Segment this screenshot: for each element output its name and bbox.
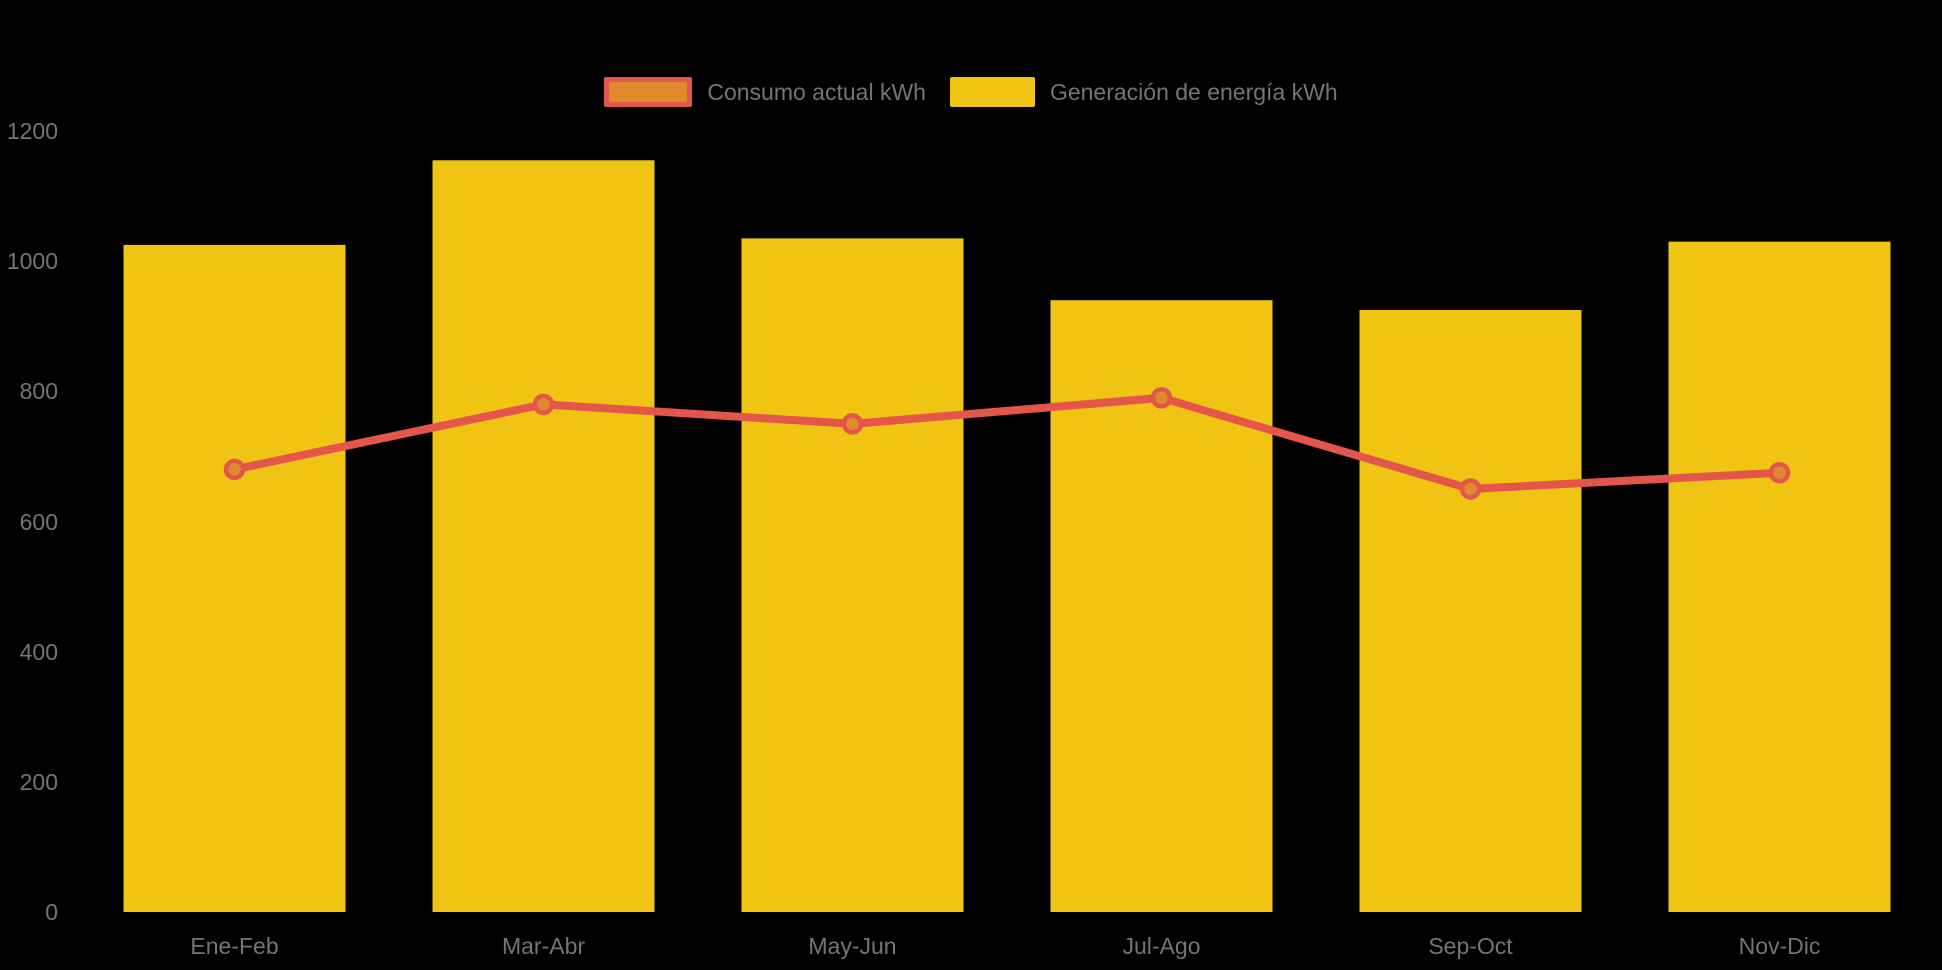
y-axis-tick-0: 0 [45, 899, 58, 925]
legend-label-generacion-energia: Generación de energía kWh [1049, 78, 1338, 105]
legend-swatch-generacion-energia [949, 77, 1035, 107]
bar-sep-oct[interactable] [1359, 309, 1582, 913]
legend-swatch-consumo-actual [604, 77, 693, 107]
y-axis-tick-400: 400 [19, 638, 58, 665]
legend-item-consumo-actual[interactable]: Consumo actual kWh [604, 77, 926, 107]
line-point-jul-ago[interactable] [1150, 387, 1173, 409]
y-axis-tick-600: 600 [19, 508, 58, 535]
y-axis-tick-800: 800 [19, 378, 58, 405]
bar-may-jun[interactable] [741, 238, 964, 912]
y-axis-tick-1200: 1200 [6, 118, 58, 144]
bar-mar-abr[interactable] [432, 160, 655, 913]
x-axis-label-jul-ago: Jul-Ago [1122, 933, 1201, 959]
line-point-sep-oct[interactable] [1459, 478, 1482, 500]
line-point-mar-abr[interactable] [532, 393, 555, 416]
bar-nov-dic[interactable] [1668, 241, 1891, 912]
consumo-line[interactable] [230, 393, 1784, 493]
x-axis-label-nov-dic: Nov-Dic [1738, 933, 1821, 959]
line-point-ene-feb[interactable] [223, 458, 246, 481]
x-axis-label-may-jun: May-Jun [808, 933, 897, 959]
y-axis-tick-200: 200 [19, 768, 58, 795]
legend-label-consumo-actual: Consumo actual kWh [707, 78, 926, 105]
x-axis-label-sep-oct: Sep-Oct [1428, 933, 1513, 959]
x-axis-label-ene-feb: Ene-Feb [190, 933, 279, 959]
line-point-may-jun[interactable] [841, 413, 864, 435]
bar-ene-feb[interactable] [123, 244, 346, 913]
line-point-nov-dic[interactable] [1768, 461, 1791, 484]
y-axis-tick-1000: 1000 [6, 248, 58, 275]
chart-legend: Consumo actual kWh Generación de energía… [0, 77, 1942, 107]
legend-item-generacion-energia[interactable]: Generación de energía kWh [949, 77, 1338, 107]
x-axis-label-mar-abr: Mar-Abr [501, 933, 586, 959]
